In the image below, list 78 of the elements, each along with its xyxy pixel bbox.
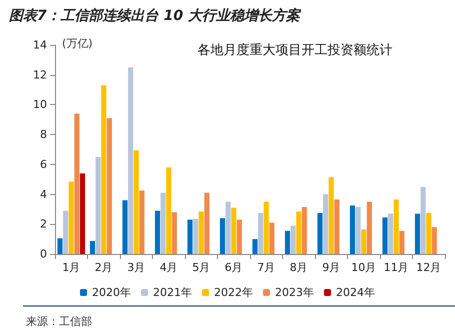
x-tick-label: 4月	[160, 261, 178, 274]
bar	[399, 230, 404, 254]
bar	[134, 150, 139, 254]
bar	[361, 229, 366, 254]
bar	[220, 218, 226, 254]
x-tick-label: 3月	[127, 261, 146, 274]
bar	[193, 218, 198, 254]
bar	[172, 212, 177, 254]
bar	[128, 67, 134, 254]
bar	[328, 177, 334, 254]
y-axis-title: (万亿)	[62, 37, 93, 50]
bar	[432, 227, 437, 254]
bar	[334, 200, 340, 254]
chart-title: 图表7：工信部连续出台 10 大行业稳增长方案	[9, 7, 302, 24]
y-tick-label: 2	[40, 218, 47, 231]
bar	[420, 186, 426, 254]
bar	[68, 182, 74, 254]
x-tick-label: 2月	[94, 261, 113, 274]
bar	[160, 192, 166, 254]
x-tick-label: 7月	[257, 261, 276, 274]
bar	[154, 210, 160, 254]
bar	[122, 200, 128, 254]
bar	[204, 192, 210, 254]
bar	[106, 118, 112, 254]
bar	[414, 214, 420, 254]
y-tick-label: 6	[40, 158, 47, 171]
bar	[57, 238, 63, 254]
bar	[252, 239, 258, 254]
bar	[187, 220, 193, 254]
bar	[296, 211, 302, 254]
bar	[366, 202, 372, 254]
x-tick-label: 10月	[351, 261, 376, 274]
bar	[198, 211, 204, 254]
bar	[394, 200, 399, 254]
bar	[80, 173, 86, 254]
bar	[166, 167, 172, 254]
bar	[382, 217, 388, 254]
bar	[236, 220, 242, 254]
x-tick-label: 9月	[322, 261, 340, 274]
bar	[231, 208, 236, 254]
bar	[74, 114, 80, 254]
y-tick-label: 10	[33, 98, 47, 112]
chart-subtitle: 各地月度重大项目开工投资额统计	[198, 42, 392, 58]
bar	[101, 85, 106, 254]
legend-label: 2021年	[153, 286, 192, 299]
bar	[290, 226, 296, 254]
x-tick-label: 1月	[62, 261, 80, 274]
x-tick-label: 8月	[290, 261, 308, 274]
bar	[90, 241, 96, 254]
bar	[302, 206, 307, 254]
y-tick-label: 4	[40, 188, 47, 201]
bar	[258, 212, 264, 254]
bar	[317, 212, 323, 254]
legend-label: 2023年	[274, 286, 314, 299]
x-tick-label: 5月	[192, 261, 210, 274]
y-tick-label: 12	[33, 68, 47, 82]
y-tick-label: 14	[33, 38, 47, 52]
x-tick-label: 6月	[224, 261, 243, 274]
legend-label: 2022年	[214, 286, 254, 299]
bar	[96, 156, 101, 254]
legend-label: 2024年	[336, 286, 375, 299]
bar	[63, 210, 68, 254]
bar	[284, 230, 290, 254]
bar	[269, 222, 274, 254]
x-tick-label: 11月	[384, 261, 409, 274]
x-tick-label: 12月	[416, 261, 442, 274]
bar	[139, 190, 144, 254]
bar	[323, 194, 328, 254]
y-tick-label: 0	[40, 248, 47, 260]
bar	[388, 214, 394, 254]
bar	[350, 205, 356, 254]
bar	[226, 202, 231, 254]
bar	[356, 206, 361, 254]
legend-label: 2020年	[92, 286, 132, 299]
y-tick-label: 8	[40, 128, 47, 142]
source-note: 来源：工信部	[26, 315, 92, 328]
bar	[426, 212, 432, 254]
bar	[264, 202, 269, 254]
